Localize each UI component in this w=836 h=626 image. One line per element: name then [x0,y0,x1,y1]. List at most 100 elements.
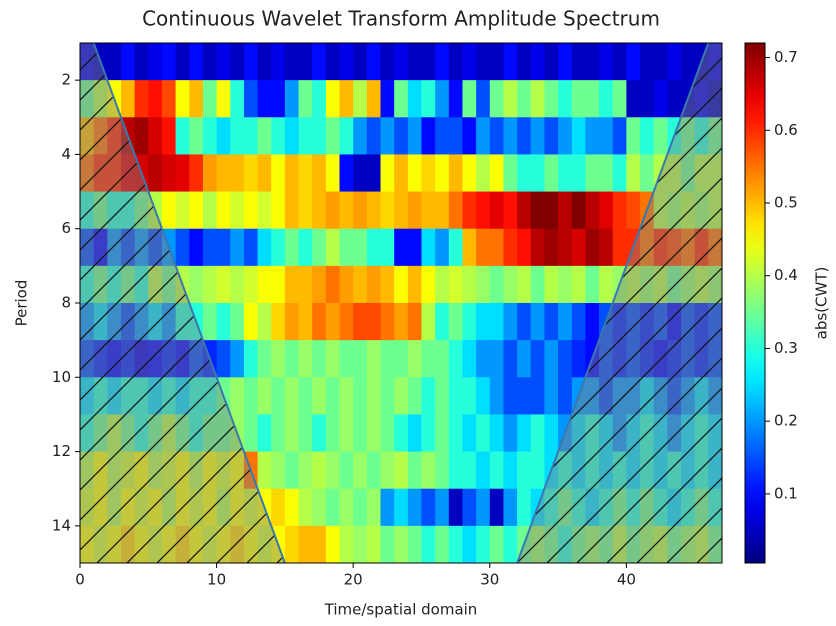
heatmap-cell [448,43,463,81]
heatmap-cell [271,340,286,378]
heatmap-cell [271,451,286,490]
heatmap-cell [489,43,504,81]
heatmap-cell [339,340,354,378]
heatmap-cell [312,525,327,564]
heatmap-cell [503,80,518,118]
heatmap-cell [407,265,422,304]
heatmap-cell [544,80,559,118]
heatmap-cell [353,43,368,81]
heatmap-cell [599,43,614,81]
heatmap-cell [380,191,395,230]
heatmap-cell [366,340,382,378]
heatmap-cell [421,154,436,193]
colorbar-tick-label: 0.6 [774,121,798,139]
heatmap-cell [667,80,682,118]
heatmap-cell [489,80,504,118]
heatmap-cell [421,451,436,490]
heatmap-cell [148,43,163,81]
heatmap-cell [216,303,231,341]
heatmap-cell [230,228,245,267]
heatmap-cell [448,377,463,415]
heatmap-cell [339,191,354,230]
heatmap-cell [407,414,422,453]
heatmap-cell [161,117,177,155]
heatmap-cell [599,117,614,155]
heatmap-cell [271,303,286,341]
heatmap-cell [421,228,436,267]
heatmap-cell [298,303,313,341]
heatmap-cell [339,228,354,267]
colorbar-tick-label: 0.3 [774,339,798,357]
heatmap-cell [339,451,354,490]
heatmap-cell [489,117,504,155]
heatmap-cell [243,265,259,304]
heatmap-cell [517,340,532,378]
heatmap-cell [558,80,573,118]
heatmap-cell [325,414,341,453]
heatmap-cell [380,488,395,527]
heatmap-cell [284,303,300,341]
heatmap-cell [353,488,368,527]
heatmap-cell [407,191,422,230]
heatmap-cell [612,228,627,267]
heatmap-cell [503,43,518,81]
heatmap-cell [530,340,545,378]
heatmap-cell [189,117,204,155]
heatmap-cell [394,191,409,230]
heatmap-cell [571,154,586,193]
heatmap-cell [640,117,655,155]
heatmap-cell [216,228,231,267]
colorbar [744,42,766,564]
heatmap-cell [517,303,532,341]
heatmap-cell [612,80,627,118]
heatmap-cell [298,228,313,267]
heatmap-cell [530,43,545,81]
heatmap-cell [571,117,586,155]
heatmap-cell [339,488,354,527]
heatmap-cell [312,154,327,193]
heatmap-cell [175,228,190,267]
heatmap-cell [558,303,573,341]
heatmap-cell [448,303,463,341]
heatmap-cell [243,414,259,453]
heatmap-cell [421,377,436,415]
heatmap-cell [599,228,614,267]
heatmap-cell [585,117,600,155]
heatmap-cell [489,414,504,453]
heatmap-cell [640,154,655,193]
heatmap-cell [503,154,518,193]
heatmap-cell [476,228,491,267]
heatmap-cell [366,80,382,118]
heatmap-cell [339,117,354,155]
heatmap-cell [380,228,395,267]
heatmap-cell [462,154,477,193]
heatmap-cell [284,414,300,453]
heatmap-cell [544,414,559,453]
heatmap-cell [202,303,218,341]
heatmap-cell [216,265,231,304]
heatmap-cell [558,228,573,267]
heatmap-cell [530,451,545,490]
heatmap-cell [503,451,518,490]
heatmap-cell [640,43,655,81]
heatmap-cell [380,154,395,193]
heatmap-cell [421,43,436,81]
heatmap-cell [394,414,409,453]
colorbar-tick-label: 0.1 [774,484,798,502]
heatmap-cell [394,80,409,118]
heatmap-cell [421,191,436,230]
heatmap-cell [353,451,368,490]
heatmap-cell [435,191,450,230]
heatmap-cell [312,340,327,378]
heatmap-cell [312,377,327,415]
heatmap-cell [585,303,600,341]
heatmap-cell [380,340,395,378]
heatmap-cell [243,377,259,415]
heatmap-cell [462,488,477,527]
heatmap-cell [380,80,395,118]
heatmap-cell [489,154,504,193]
heatmap-cell [517,414,532,453]
heatmap-cell [284,80,300,118]
heatmap-cell [298,451,313,490]
heatmap-cell [476,154,491,193]
